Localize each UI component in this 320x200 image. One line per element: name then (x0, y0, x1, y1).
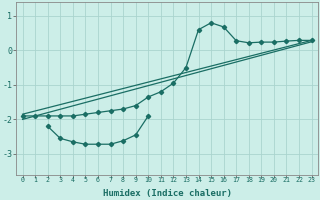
X-axis label: Humidex (Indice chaleur): Humidex (Indice chaleur) (103, 189, 232, 198)
